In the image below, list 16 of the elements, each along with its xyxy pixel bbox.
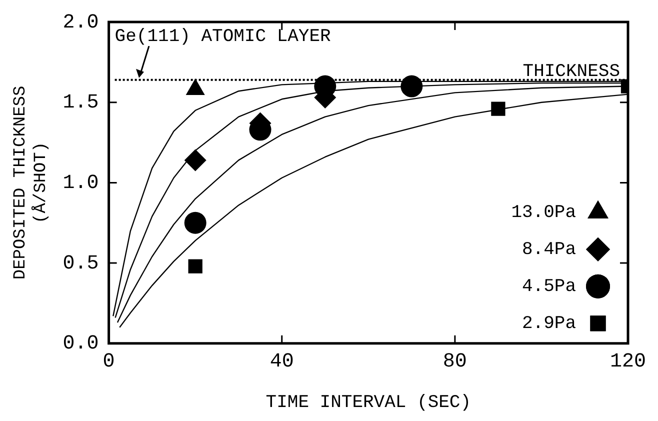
legend-label: 13.0Pa [511,203,576,224]
legend-label: 4.5Pa [522,277,576,298]
y-tick-label: 0.0 [62,332,99,356]
y-tick-label: 2.0 [62,11,99,34]
x-tick-label: 40 [270,350,294,374]
text: Ge(111) ATOMIC LAYER THICKNESS [114,27,620,82]
y-tick-label: 1.0 [62,172,99,195]
y-axis-title: DEPOSITED THICKNESS (Å/SHOT) [12,86,52,280]
x-axis-title: TIME INTERVAL (SEC) [266,392,472,413]
legend-label: 8.4Pa [522,240,576,260]
x-tick-label: 120 [610,350,646,374]
x-tick-label: 80 [442,350,467,374]
legend-label: 2.9Pa [522,314,576,334]
y-tick-label: 0.5 [62,252,99,276]
y-tick-label: 1.5 [62,92,99,115]
x-tick-label: 0 [102,350,115,374]
